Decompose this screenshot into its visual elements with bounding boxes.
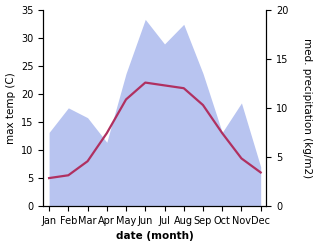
Y-axis label: max temp (C): max temp (C) <box>5 72 16 144</box>
X-axis label: date (month): date (month) <box>116 231 194 242</box>
Y-axis label: med. precipitation (kg/m2): med. precipitation (kg/m2) <box>302 38 313 178</box>
